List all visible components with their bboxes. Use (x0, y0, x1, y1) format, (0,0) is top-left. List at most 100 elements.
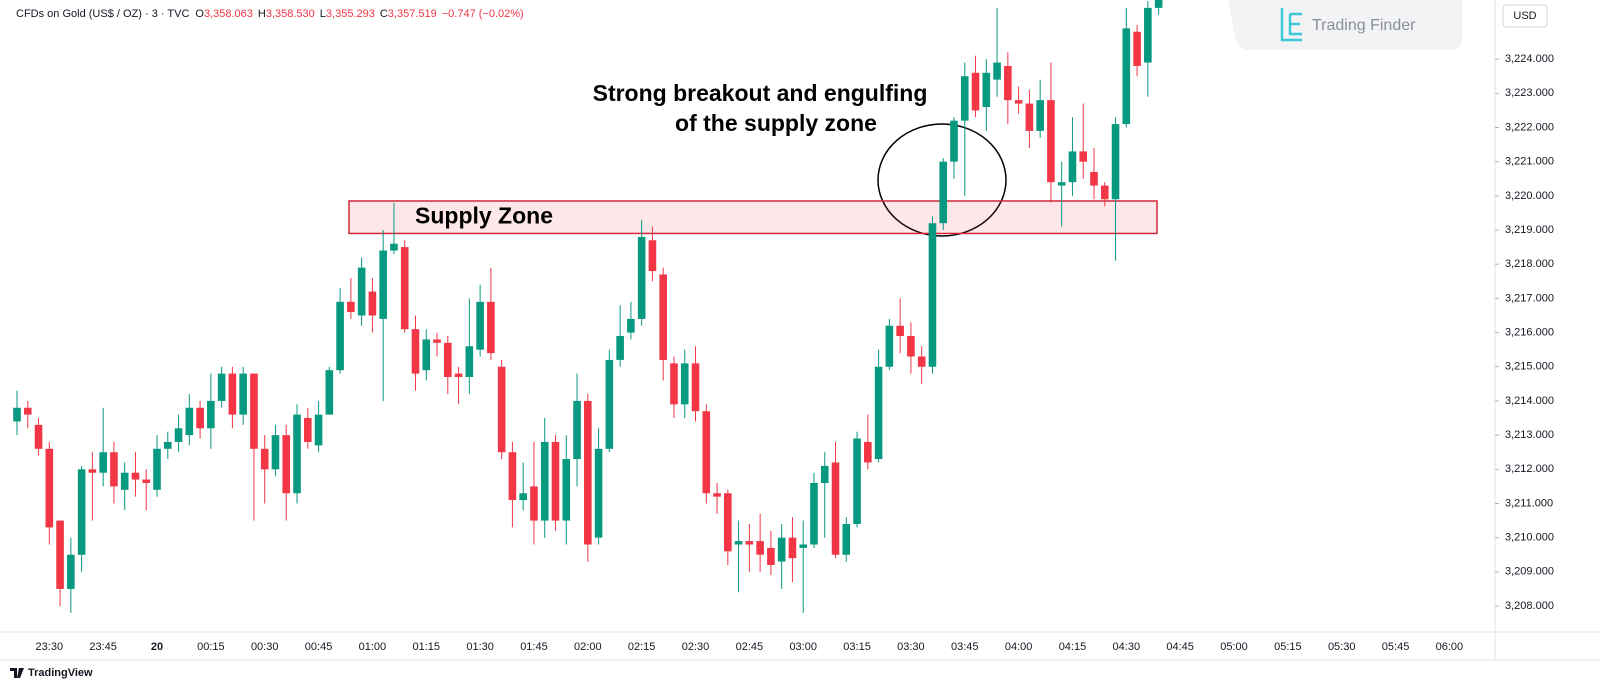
candle-body (260, 448, 269, 470)
candle-body (325, 370, 334, 415)
currency-box (1502, 4, 1548, 28)
y-tick-label: 3,209.000 (1505, 566, 1554, 578)
candle-body (885, 325, 894, 367)
ohlc-label: C (380, 8, 388, 20)
x-tick-label: 00:45 (305, 641, 333, 653)
candle-body (1122, 28, 1131, 125)
candle-body (540, 441, 549, 521)
change: −0.747 (−0.02%) (442, 8, 524, 20)
y-tick-label: 3,216.000 (1505, 326, 1554, 338)
candle-body (928, 223, 937, 367)
candle-body (1004, 65, 1012, 101)
candle-body (131, 472, 140, 480)
x-tick-label: 03:00 (789, 641, 817, 653)
candle-body (1014, 100, 1023, 104)
candle-body (1144, 7, 1152, 63)
candle-body (1090, 171, 1098, 186)
footer-brand: TradingView (28, 667, 93, 679)
candle-body (950, 120, 958, 162)
candle-body (788, 537, 797, 559)
x-tick-label: 02:00 (574, 641, 602, 653)
candle-body (659, 274, 667, 360)
candle-body (831, 462, 840, 555)
candle-body (1068, 151, 1077, 183)
x-tick-label: 05:45 (1382, 641, 1410, 653)
candle-body (627, 318, 635, 333)
candle-body (605, 359, 614, 449)
candle-body (670, 363, 678, 405)
ohlc-value: 3,357.519 (388, 8, 437, 20)
y-tick-label: 3,221.000 (1505, 156, 1554, 168)
candle-body (1133, 31, 1141, 66)
candle-body (939, 161, 948, 224)
candle-body (745, 541, 754, 545)
candle-body (487, 301, 495, 354)
candle-body (799, 544, 808, 548)
x-tick-label: 00:15 (197, 641, 225, 653)
highlight-ellipse (877, 123, 1007, 237)
candle-body (217, 373, 226, 401)
candle-body (777, 537, 786, 562)
candle-body (864, 441, 872, 463)
candle-body (454, 373, 463, 378)
candle-body (142, 479, 151, 483)
x-tick-label: 20 (151, 641, 163, 653)
candle-body (357, 267, 366, 316)
candle-body (88, 469, 97, 473)
brand-icon (1280, 8, 1302, 42)
candle-body (756, 541, 764, 555)
candle-body (810, 482, 818, 545)
candle-body (45, 448, 54, 528)
supply-zone-label: Supply Zone (415, 202, 553, 228)
candle-body (67, 554, 75, 589)
x-tick-label: 03:30 (897, 641, 925, 653)
candle-body (336, 301, 344, 371)
y-tick-label: 3,219.000 (1505, 224, 1554, 236)
y-tick-label: 3,215.000 (1505, 361, 1554, 373)
candle-body (1111, 124, 1120, 200)
candle-body (648, 240, 657, 272)
candle-body (584, 400, 592, 545)
x-tick-label: 03:15 (843, 641, 871, 653)
candle-body (594, 448, 603, 538)
supply-zone (348, 200, 1158, 235)
candle-body (562, 459, 571, 521)
y-tick-label: 3,213.000 (1505, 429, 1554, 441)
y-tick-label: 3,218.000 (1505, 258, 1554, 270)
footer-logo (10, 668, 24, 678)
y-tick-label: 3,210.000 (1505, 532, 1554, 544)
x-tick-label: 04:30 (1113, 641, 1141, 653)
candle-body (174, 428, 183, 442)
x-tick-label: 05:00 (1220, 641, 1248, 653)
candle-body (185, 407, 194, 436)
candle-body (163, 441, 172, 449)
candle-body (1057, 182, 1066, 186)
candle-body (874, 366, 883, 460)
x-tick-label: 06:00 (1436, 641, 1464, 653)
y-tick-label: 3,211.000 (1505, 497, 1553, 509)
candle-body (303, 418, 312, 442)
candle-body (960, 76, 969, 121)
candle-body (508, 452, 517, 501)
annotation: of the supply zone (675, 110, 877, 136)
candle-body (734, 541, 743, 545)
x-tick-label: 02:15 (628, 641, 656, 653)
x-tick-label: 05:15 (1274, 641, 1302, 653)
candle-body (207, 400, 215, 429)
ohlc-label: L (320, 8, 326, 20)
x-tick-label: 01:00 (359, 641, 387, 653)
candle-body (476, 301, 484, 350)
candle-body (422, 339, 431, 371)
y-tick-label: 3,223.000 (1505, 87, 1554, 99)
ohlc-label: O (195, 8, 204, 20)
candle-body (368, 291, 377, 316)
candle-body (724, 493, 732, 552)
candle-body (691, 363, 700, 412)
candle-body (993, 62, 1001, 80)
y-tick-label: 3,222.000 (1505, 121, 1554, 133)
candle-body (1154, 0, 1163, 8)
candle-body (971, 72, 980, 111)
y-tick-label: 3,208.000 (1505, 600, 1554, 612)
